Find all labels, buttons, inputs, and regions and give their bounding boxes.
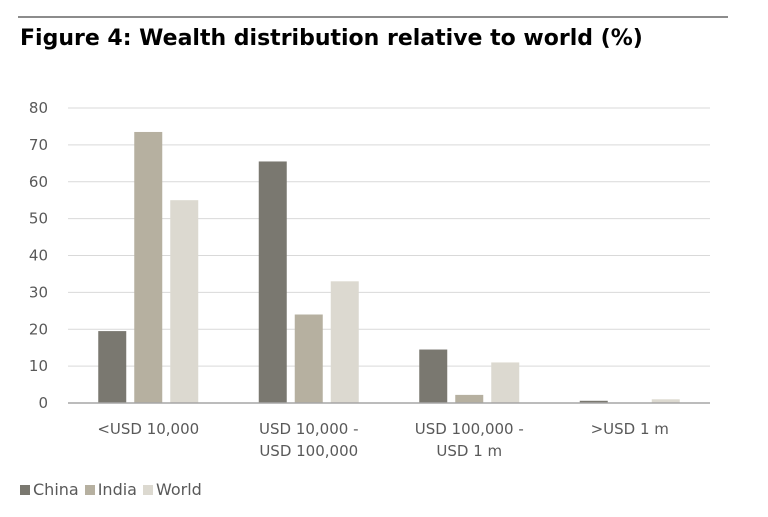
category-label: USD 10,000 - xyxy=(259,420,359,438)
category-label: USD 100,000 - xyxy=(415,420,524,438)
category-label: <USD 10,000 xyxy=(97,420,199,438)
bar-world xyxy=(651,399,680,403)
legend-item-india: India xyxy=(84,480,137,499)
bar-china xyxy=(579,400,608,403)
y-tick-label: 10 xyxy=(29,357,48,375)
top-rule xyxy=(18,16,728,18)
chart-title: Figure 4: Wealth distribution relative t… xyxy=(20,26,643,51)
legend-swatch xyxy=(20,484,30,495)
y-tick-label: 0 xyxy=(38,394,48,412)
legend-swatch xyxy=(142,484,153,495)
legend-label: World xyxy=(155,480,202,499)
legend-label: India xyxy=(97,480,137,499)
legend-item-china: China xyxy=(20,480,79,499)
category-label: >USD 1 m xyxy=(591,420,669,438)
legend: China India World xyxy=(20,480,208,499)
y-tick-label: 70 xyxy=(29,136,48,154)
y-tick-label: 80 xyxy=(29,99,48,117)
bar-china xyxy=(419,349,448,403)
legend-label: China xyxy=(33,480,79,499)
bar-china xyxy=(98,331,127,403)
y-tick-label: 30 xyxy=(29,283,48,301)
y-tick-label: 40 xyxy=(29,247,48,265)
y-tick-label: 20 xyxy=(29,320,48,338)
bar-india xyxy=(134,131,163,403)
category-label: USD 1 m xyxy=(436,442,502,460)
y-tick-label: 50 xyxy=(29,210,48,228)
legend-swatch xyxy=(84,484,95,495)
bar-world xyxy=(170,200,199,403)
bar-india xyxy=(294,314,323,403)
bar-china xyxy=(258,161,287,403)
bar-world xyxy=(330,281,359,403)
y-tick-label: 60 xyxy=(29,173,48,191)
bar-world xyxy=(491,362,520,403)
bar-india xyxy=(455,394,484,403)
legend-item-world: World xyxy=(142,480,202,499)
category-label: USD 100,000 xyxy=(259,442,358,460)
